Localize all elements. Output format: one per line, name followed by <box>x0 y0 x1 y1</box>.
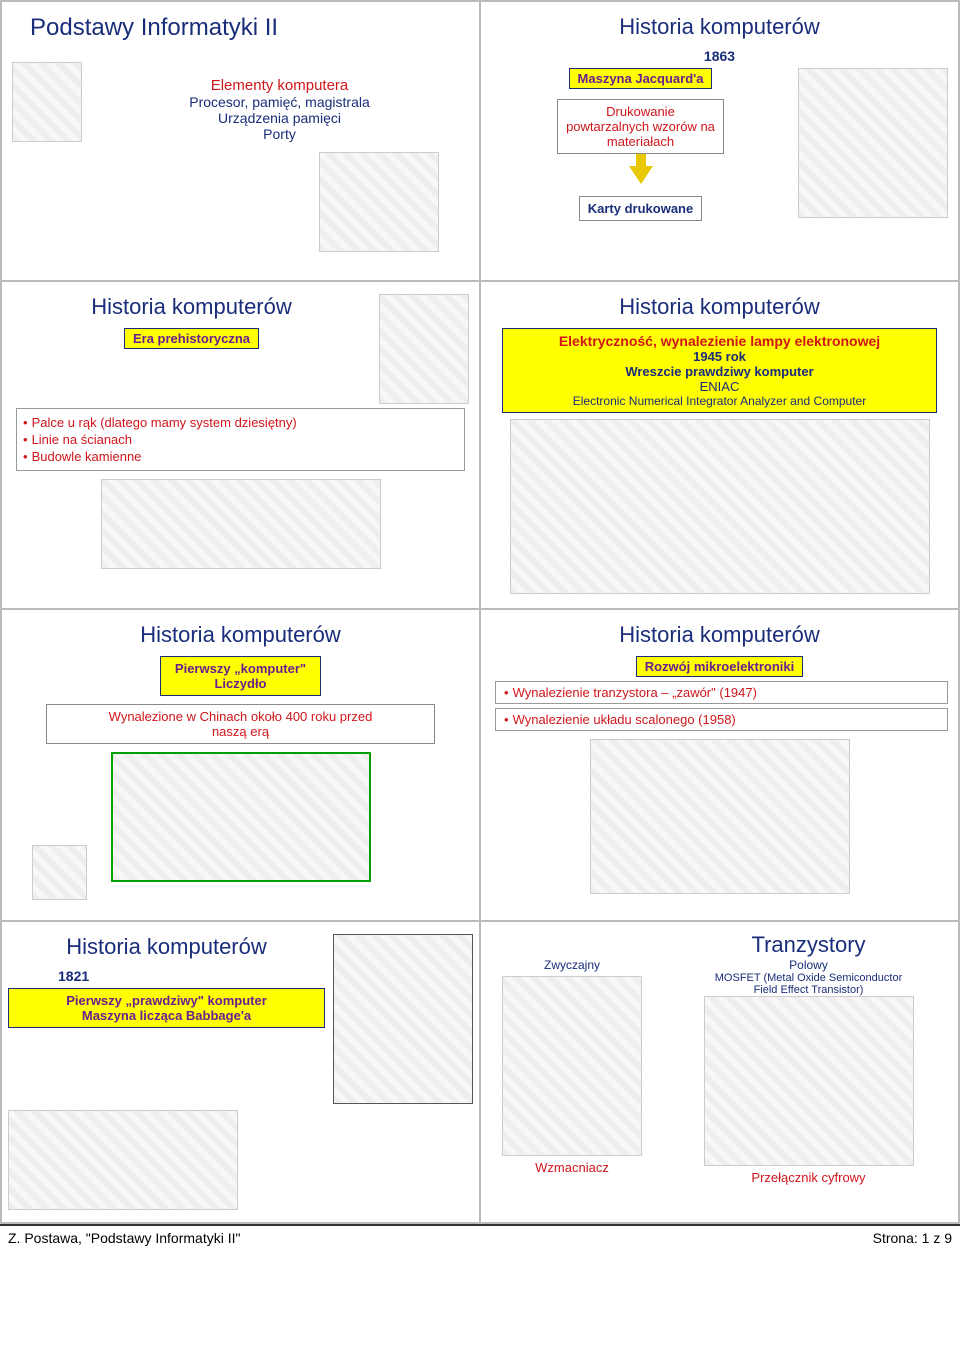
page-footer: Z. Postawa, "Podstawy Informatyki II" St… <box>0 1224 960 1250</box>
col2-label-a: Polowy <box>789 958 828 972</box>
year: 1821 <box>8 968 325 984</box>
transistors-title: Tranzystory <box>751 932 865 958</box>
slide-7: Historia komputerów 1821 Pierwszy „prawd… <box>1 921 480 1223</box>
col2-label-b: MOSFET (Metal Oxide Semiconductor <box>715 972 902 984</box>
abacus-box: Pierwszy „komputer" Liczydło <box>160 656 321 696</box>
slide-1: Podstawy Informatyki II Elementy kompute… <box>1 1 480 281</box>
slide-title: Historia komputerów <box>12 622 469 648</box>
eniac-image <box>510 419 930 594</box>
inspector-image <box>32 845 87 900</box>
stonehenge-image <box>101 479 381 569</box>
printing-box: Drukowanie powtarzalnych wzorów na mater… <box>557 99 724 154</box>
bullets-box: •Palce u rąk (dlatego mamy system dziesi… <box>16 408 465 471</box>
monitor-image <box>319 152 439 252</box>
subtitle: Elementy komputera <box>90 77 469 94</box>
slide-grid: Podstawy Informatyki II Elementy kompute… <box>0 0 960 1224</box>
arrow-down-icon <box>629 166 653 184</box>
mosfet-diagram-image <box>704 996 914 1166</box>
line-3: Porty <box>90 126 469 142</box>
footer-right: Strona: 1 z 9 <box>873 1230 952 1246</box>
china-box: Wynalezione w Chinach około 400 roku prz… <box>46 704 434 744</box>
slide-title: Historia komputerów <box>491 14 948 40</box>
cards-box: Karty drukowane <box>579 196 702 221</box>
bullet-1: •Wynalezienie tranzystora – „zawór" (194… <box>495 681 948 704</box>
micro-box: Rozwój mikroelektroniki <box>636 656 804 677</box>
era-box: Era prehistoryczna <box>124 328 259 349</box>
caveman-image <box>379 294 469 404</box>
footer-left: Z. Postawa, "Podstawy Informatyki II" <box>8 1230 240 1246</box>
col2-label-c: Field Effect Transistor) <box>754 984 864 996</box>
wafer-image <box>590 739 850 894</box>
line-2: Urządzenia pamięci <box>90 110 469 126</box>
babbage-detail-image <box>8 1110 238 1210</box>
slide-5: Historia komputerów Pierwszy „komputer" … <box>1 609 480 921</box>
babbage-box: Pierwszy „prawdziwy" komputer Maszyna li… <box>8 988 325 1028</box>
slide-title: Historia komputerów <box>12 294 371 320</box>
bullet-2: •Wynalezienie układu scalonego (1958) <box>495 708 948 731</box>
slide-6: Historia komputerów Rozwój mikroelektron… <box>480 609 959 921</box>
slide-8: . Zwyczajny Wzmacniacz Tranzystory Polow… <box>480 921 959 1223</box>
line-1: Procesor, pamięć, magistrala <box>90 94 469 110</box>
babbage-engine-image <box>333 934 473 1104</box>
eniac-box: Elektryczność, wynalezienie lampy elektr… <box>502 328 936 413</box>
col1-label: Zwyczajny <box>544 958 600 972</box>
teacher-image <box>12 62 82 142</box>
slide-2: Historia komputerów 1863 Maszyna Jacquar… <box>480 1 959 281</box>
jacquard-image <box>798 68 948 218</box>
year: 1863 <box>491 48 948 64</box>
jacquard-box: Maszyna Jacquard'a <box>569 68 713 89</box>
slide-4: Historia komputerów Elektryczność, wynal… <box>480 281 959 609</box>
circuit-diagram-image <box>502 976 642 1156</box>
caption-2: Przełącznik cyfrowy <box>751 1170 865 1185</box>
slide-3: Historia komputerów Era prehistoryczna •… <box>1 281 480 609</box>
abacus-image <box>111 752 371 882</box>
slide-title: Historia komputerów <box>491 294 948 320</box>
page-title: Podstawy Informatyki II <box>12 14 469 42</box>
slide-title: Historia komputerów <box>491 622 948 648</box>
caption-1: Wzmacniacz <box>535 1160 609 1175</box>
slide-title: Historia komputerów <box>8 934 325 960</box>
